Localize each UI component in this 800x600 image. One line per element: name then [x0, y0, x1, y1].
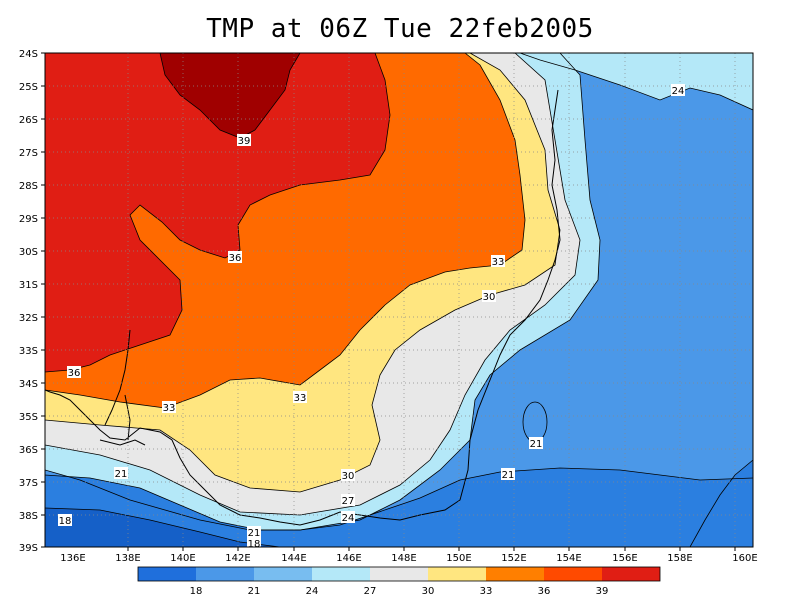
lon-label: 158E [667, 553, 692, 564]
colorbar-swatch [486, 567, 544, 581]
lon-label: 160E [732, 553, 757, 564]
colorbar-label: 27 [364, 586, 377, 597]
colorbar-swatch [138, 567, 196, 581]
lat-label: 27S [19, 148, 38, 159]
lat-label: 30S [19, 247, 38, 258]
svg-text:27: 27 [342, 496, 355, 507]
colorbar-swatch [196, 567, 254, 581]
lat-label: 35S [19, 412, 38, 423]
contour-label: 33 [293, 391, 307, 404]
svg-text:39: 39 [238, 136, 251, 147]
contour-label: 27 [341, 494, 355, 507]
contour-label: 18 [58, 514, 72, 527]
svg-text:18: 18 [248, 539, 261, 550]
svg-text:24: 24 [672, 86, 685, 97]
colorbar-label: 24 [306, 586, 319, 597]
colorbar-swatch [544, 567, 602, 581]
colorbar-label: 36 [538, 586, 551, 597]
lon-label: 154E [556, 553, 581, 564]
contour-label: 21 [247, 526, 261, 539]
svg-text:21: 21 [115, 469, 128, 480]
map-frame [44, 52, 754, 548]
lon-label: 156E [612, 553, 637, 564]
lat-label: 31S [19, 280, 38, 291]
lat-label: 37S [19, 478, 38, 489]
contour-label: 24 [341, 511, 355, 524]
contour-label: 21 [114, 467, 128, 480]
lon-label: 150E [446, 553, 471, 564]
lat-label: 36S [19, 445, 38, 456]
contour-label: 18 [247, 537, 261, 550]
svg-text:30: 30 [483, 292, 496, 303]
lon-label: 136E [60, 553, 85, 564]
region-18-minus [45, 508, 280, 547]
coastline [45, 89, 561, 526]
colorbar-label: 33 [480, 586, 493, 597]
contour-label: 36 [228, 251, 242, 264]
contour-lines [45, 53, 753, 547]
contour-label: 36 [67, 366, 81, 379]
filled-contours: 39 36 36 33 33 33 30 30 27 24 24 21 21 2… [45, 53, 753, 550]
svg-text:36: 36 [229, 253, 242, 264]
colorbar-label: 39 [596, 586, 609, 597]
lat-label: 25S [19, 82, 38, 93]
colorbar-swatch [602, 567, 660, 581]
svg-text:36: 36 [68, 368, 81, 379]
lat-label: 26S [19, 115, 38, 126]
lat-label: 29S [19, 214, 38, 225]
colorbar-label: 30 [422, 586, 435, 597]
colorbar-swatch [428, 567, 486, 581]
colorbar-label: 21 [248, 586, 261, 597]
lon-label: 142E [225, 553, 250, 564]
lat-label: 34S [19, 379, 38, 390]
lon-label: 144E [281, 553, 306, 564]
lat-label: 28S [19, 181, 38, 192]
svg-text:18: 18 [59, 516, 72, 527]
lat-label: 39S [19, 543, 38, 554]
svg-text:33: 33 [163, 403, 176, 414]
tick-marks [41, 52, 736, 551]
contour-label: 33 [491, 255, 505, 268]
colorbar-swatch [312, 567, 370, 581]
contour-labels: 39 36 36 33 33 33 30 30 27 24 24 21 21 2… [58, 84, 685, 550]
region-18-21-southwest [45, 468, 753, 547]
contour-label: 24 [671, 84, 685, 97]
latitude-axis: 24S 25S 26S 27S 28S 29S 30S 31S 32S 33S … [19, 49, 38, 554]
lat-label: 33S [19, 346, 38, 357]
svg-text:33: 33 [294, 393, 307, 404]
svg-text:21: 21 [530, 439, 543, 450]
map-title: TMP at 06Z Tue 22feb2005 [206, 14, 594, 44]
svg-text:24: 24 [342, 513, 355, 524]
region-24-27 [45, 53, 753, 110]
lon-label: 148E [391, 553, 416, 564]
lon-label: 146E [336, 553, 361, 564]
contour-label: 21 [501, 468, 515, 481]
contour-label: 33 [162, 401, 176, 414]
lat-label: 38S [19, 511, 38, 522]
contour-label: 30 [482, 290, 496, 303]
colorbar-label: 18 [190, 586, 203, 597]
svg-text:33: 33 [492, 257, 505, 268]
longitude-axis: 136E 138E 140E 142E 144E 146E 148E 150E … [60, 553, 757, 564]
region-39-plus [160, 53, 300, 138]
ocean-blob [523, 402, 547, 442]
lon-label: 152E [501, 553, 526, 564]
svg-text:21: 21 [502, 470, 515, 481]
lon-label: 138E [115, 553, 140, 564]
contour-label: 39 [237, 134, 251, 147]
lat-label: 24S [19, 49, 38, 60]
colorbar: 18 21 24 27 30 33 36 39 [137, 566, 661, 597]
contour-label: 30 [341, 469, 355, 482]
contour-label: 21 [529, 437, 543, 450]
region-36-39 [45, 53, 390, 372]
svg-text:21: 21 [248, 528, 261, 539]
colorbar-swatch [370, 567, 428, 581]
lat-label: 32S [19, 313, 38, 324]
svg-text:30: 30 [342, 471, 355, 482]
lon-label: 140E [170, 553, 195, 564]
colorbar-swatch [254, 567, 312, 581]
